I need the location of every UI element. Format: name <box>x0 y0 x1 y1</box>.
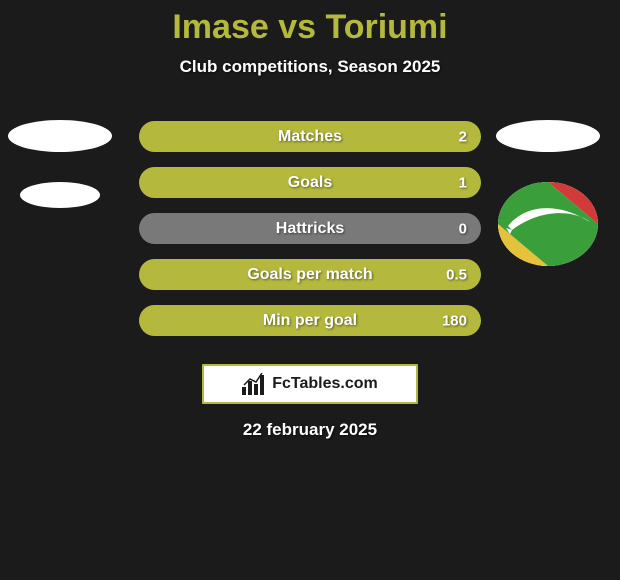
club-logo <box>498 182 598 266</box>
stat-row: Goals 1 <box>139 167 481 198</box>
player-photo-placeholder <box>496 120 600 152</box>
stat-value-right: 0.5 <box>446 266 467 283</box>
stat-label: Goals per match <box>247 266 372 284</box>
club-logo-svg <box>498 182 598 266</box>
right-player-badges <box>496 120 600 266</box>
left-player-badges <box>8 120 112 208</box>
brand-name: FcTables.com <box>272 375 378 393</box>
bars-icon <box>242 373 266 395</box>
stat-label: Goals <box>288 174 332 192</box>
stat-value-right: 1 <box>459 174 467 191</box>
stat-value-right: 180 <box>442 312 467 329</box>
stats-list: Matches 2 Goals 1 Hattricks 0 Goals per match 0… <box>139 121 481 336</box>
stat-label: Min per goal <box>263 312 357 330</box>
stat-row: Hattricks 0 <box>139 213 481 244</box>
stat-row: Min per goal 180 <box>139 305 481 336</box>
stat-value-right: 2 <box>459 128 467 145</box>
brand-footer[interactable]: FcTables.com <box>202 364 418 404</box>
club-logo-placeholder <box>20 182 100 208</box>
stat-label: Matches <box>278 128 342 146</box>
subtitle: Club competitions, Season 2025 <box>0 57 620 77</box>
stat-label: Hattricks <box>276 220 344 238</box>
stat-row: Matches 2 <box>139 121 481 152</box>
content-wrapper: Imase vs Toriumi Club competitions, Seas… <box>0 0 620 440</box>
date-label: 22 february 2025 <box>0 420 620 440</box>
stat-value-right: 0 <box>459 220 467 237</box>
stat-row: Goals per match 0.5 <box>139 259 481 290</box>
player-photo-placeholder <box>8 120 112 152</box>
page-title: Imase vs Toriumi <box>0 8 620 47</box>
